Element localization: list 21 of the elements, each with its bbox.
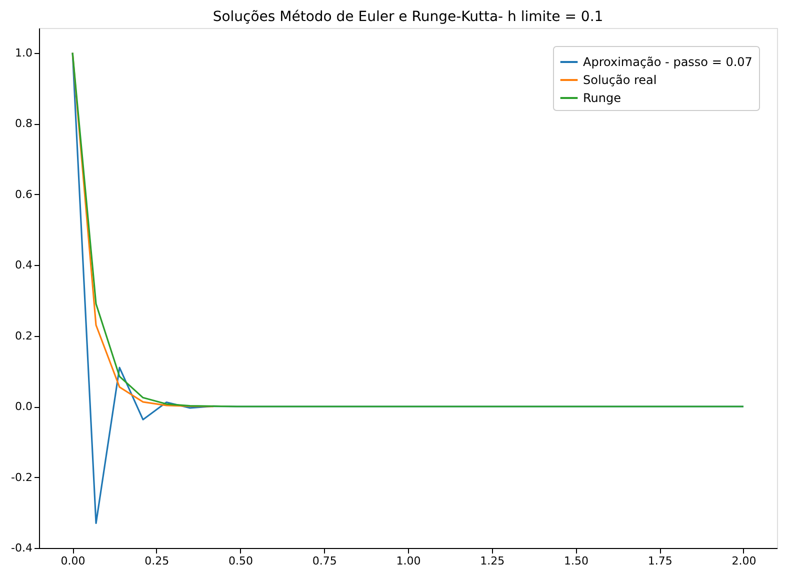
y-tick-label: -0.2: [11, 470, 32, 484]
x-tick-label: 1.75: [648, 554, 672, 568]
x-tick-label: 2.00: [732, 554, 756, 568]
legend-label: Runge: [583, 91, 622, 105]
y-tick-label: 0.0: [15, 400, 32, 414]
x-tick-label: 1.50: [564, 554, 588, 568]
y-tick-label: 1.0: [15, 46, 32, 60]
x-tick-label: 1.25: [480, 554, 505, 568]
y-tick-label: 0.8: [15, 117, 32, 130]
y-tick-label: 0.2: [15, 329, 32, 342]
y-tick-label: -0.4: [11, 542, 32, 554]
y-tick-label: 0.4: [15, 258, 32, 272]
x-tick-label: 1.00: [396, 554, 421, 568]
y-tick-label: 0.6: [15, 188, 32, 201]
legend-label: Solução real: [583, 73, 657, 87]
x-tick-label: 0.00: [60, 554, 86, 568]
chart-title: Soluções Método de Euler e Runge-Kutta- h limite = 0.1: [212, 9, 604, 25]
x-tick-label: 0.75: [312, 554, 337, 568]
legend-label: Aproximação - passo = 0.07: [583, 55, 752, 69]
x-tick-label: 0.50: [228, 554, 254, 568]
x-tick-label: 0.25: [144, 554, 170, 568]
